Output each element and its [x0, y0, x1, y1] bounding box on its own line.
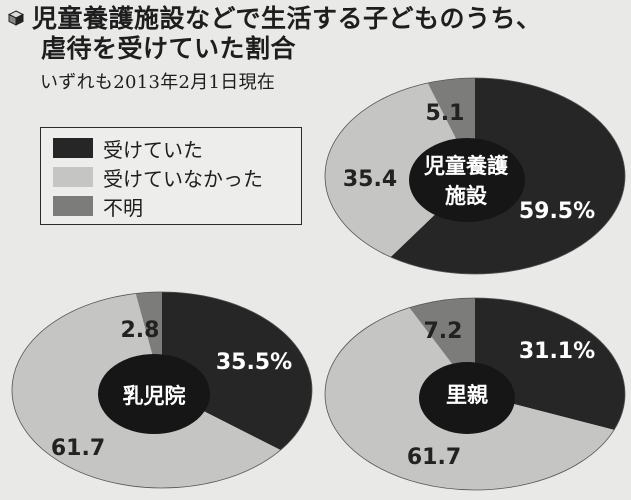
legend-label: 不明 [103, 195, 143, 220]
center-hole [409, 138, 525, 222]
data-label: 61.7 [51, 436, 105, 461]
legend-swatch [53, 167, 93, 187]
pie-chart-2: 乳児院 35.5% 61.7 2.8 [11, 291, 313, 489]
center-label: 里親 [446, 383, 488, 407]
title-line-1: 児童養護施設などで生活する子どものうち、 [32, 4, 542, 33]
legend-swatch [53, 196, 93, 216]
data-label: 31.1% [519, 339, 595, 364]
legend-item-not-abused: 受けていなかった [53, 166, 263, 191]
data-label: 5.1 [426, 101, 465, 126]
data-label: 61.7 [407, 445, 461, 470]
pie-outline [11, 291, 313, 489]
title-line-2: 虐待を受けていた割合 [41, 34, 297, 63]
center-label: 施設 [445, 184, 488, 208]
subtitle: いずれも2013年2月1日現在 [40, 72, 276, 93]
data-label: 59.5% [519, 199, 595, 224]
data-label: 2.8 [121, 318, 160, 343]
center-label: 乳児院 [123, 384, 186, 408]
data-label: 7.2 [424, 319, 463, 344]
slice-not-abused [325, 82, 475, 258]
cube-icon [8, 10, 24, 26]
pie-outline [324, 77, 626, 275]
center-hole [98, 354, 210, 434]
chart-title: 児童養護施設などで生活する子どものうち、 虐待を受けていた割合 [8, 4, 542, 64]
legend-item-abused: 受けていた [53, 137, 203, 162]
center-label: 児童養護 [423, 154, 509, 178]
center-hole [419, 362, 515, 434]
pie-outline [324, 297, 626, 491]
pie-chart-3: 里親 31.1% 61.7 7.2 [324, 297, 626, 491]
legend-item-unknown: 不明 [53, 195, 143, 220]
legend-swatch [53, 138, 93, 158]
legend-label: 受けていなかった [103, 166, 263, 191]
pie-chart-1: 児童養護施設 59.5% 35.4 5.1 [324, 77, 626, 275]
legend-label: 受けていた [103, 137, 203, 162]
data-label: 35.5% [216, 350, 292, 375]
data-label: 35.4 [343, 167, 397, 192]
legend: 受けていた 受けていなかった 不明 [40, 127, 302, 225]
slice-abused [162, 292, 312, 451]
